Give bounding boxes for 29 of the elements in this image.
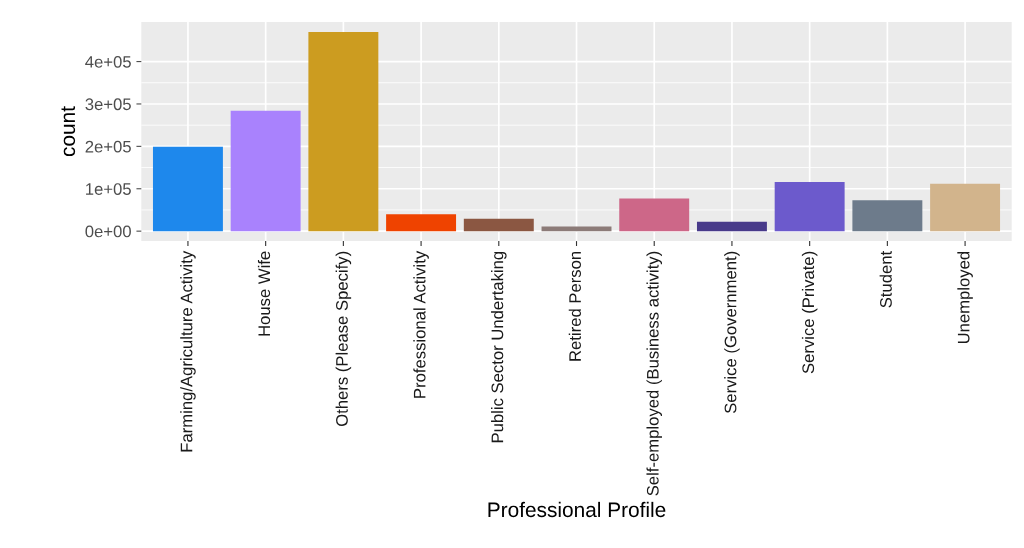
bar <box>696 221 767 232</box>
x-tick-label: Public Sector Undertaking <box>491 251 507 443</box>
bar <box>463 218 534 232</box>
bar <box>308 31 379 232</box>
bar <box>619 198 690 232</box>
bar <box>386 214 457 232</box>
x-axis-title: Professional Profile <box>488 501 666 518</box>
y-tick-label: 3e+05 <box>85 98 131 111</box>
y-tick-label: 2e+05 <box>85 140 131 153</box>
y-tick-label: 0e+00 <box>85 225 131 238</box>
x-tick-label: Self-employed (Business activity) <box>646 251 662 496</box>
y-tick-label: 1e+05 <box>86 183 131 195</box>
bar <box>152 146 223 232</box>
bar <box>541 226 612 232</box>
y-axis-title: count <box>61 106 76 157</box>
x-tick-label: Student <box>879 250 892 308</box>
x-tick-label: House Wife <box>257 251 271 336</box>
x-tick-label: Unemployed <box>957 251 973 344</box>
x-tick-label: Service (Private) <box>801 251 818 374</box>
bar <box>930 183 1001 232</box>
y-tick-label: 4e+05 <box>85 55 131 68</box>
bar <box>774 181 845 232</box>
x-tick-label: Farming/Agriculture Activity <box>180 250 196 452</box>
x-tick-label: Service (Government) <box>724 251 740 414</box>
bar <box>230 110 301 232</box>
bar <box>852 200 923 232</box>
x-tick-label: Retired Person <box>568 251 581 361</box>
x-tick-label: Professional Activity <box>413 250 429 398</box>
x-tick-label: Others (Please Specify) <box>335 251 352 427</box>
